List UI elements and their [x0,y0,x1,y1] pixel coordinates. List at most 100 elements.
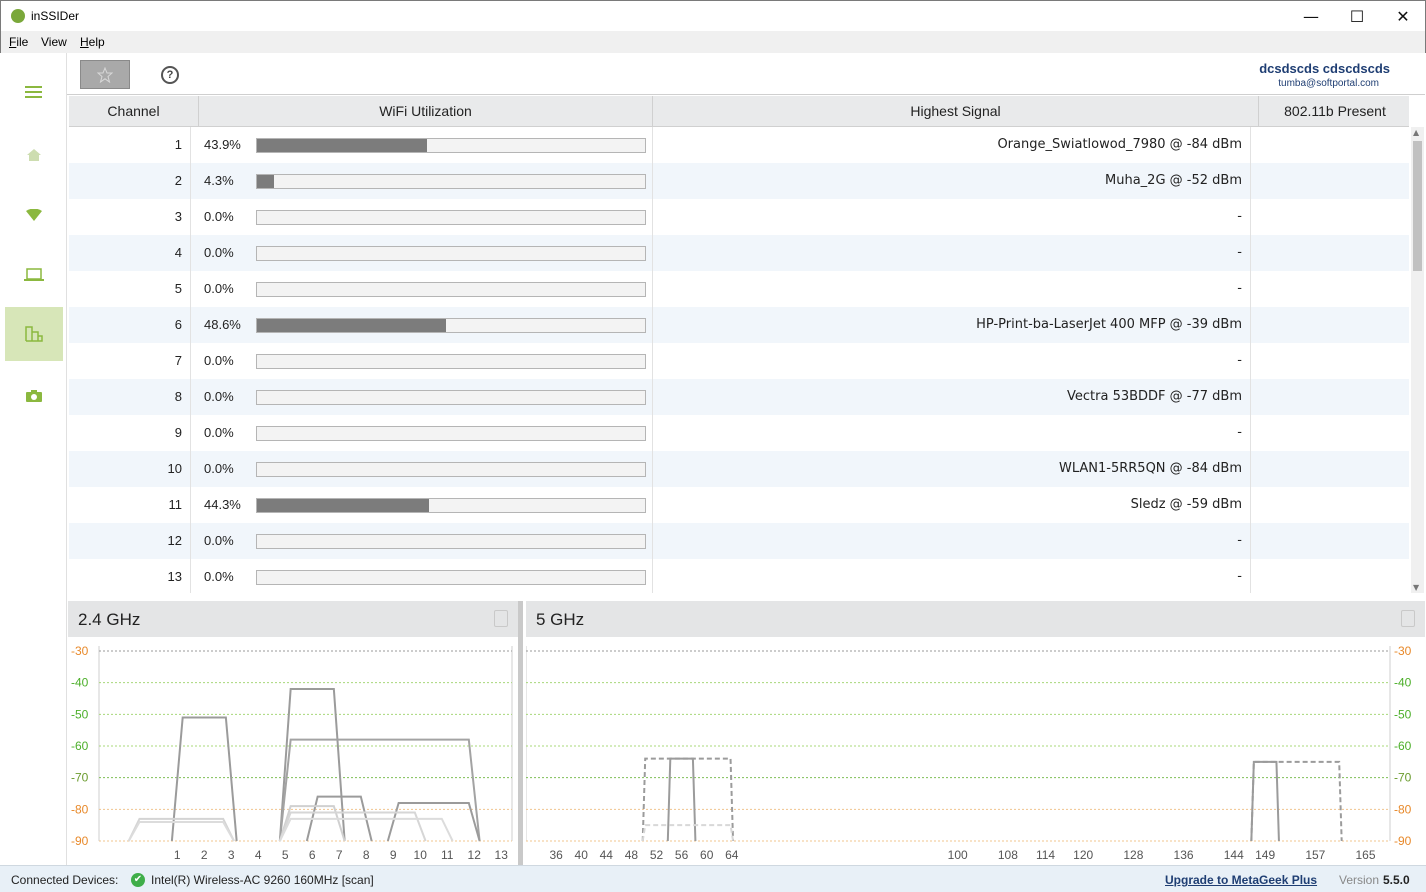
scroll-down-icon[interactable]: ▼ [1413,583,1420,592]
menu-help[interactable]: Help [80,35,105,49]
80211b-cell [1259,451,1409,487]
user-name[interactable]: dcsdscds cdscdscds [1259,61,1390,76]
80211b-cell [1259,127,1409,163]
connected-device[interactable]: Intel(R) Wireless-AC 9260 160MHz [scan] [151,873,374,887]
column-header-80211b[interactable]: 802.11b Present [1284,103,1386,119]
channel-cell: 10 [69,451,191,487]
x-tick-label: 9 [390,848,397,862]
column-divider [652,451,653,487]
channel-cell: 2 [69,163,191,199]
y-tick-label: -50 [71,707,89,721]
network-signal-line [170,716,238,842]
utilization-percent: 0.0% [204,245,234,260]
network-signal-line [641,824,735,842]
utilization-bar [256,426,646,441]
help-icon[interactable]: ? [161,66,179,84]
utilization-percent: 4.3% [204,173,234,188]
utilization-bar [256,534,646,549]
panel-2-4ghz: 2.4 GHz -30 -40 -50 -60 -70 -80 -90 1 2 3 4 5 6 7 8 9 10… [68,601,518,865]
table-row[interactable]: 6 48.6% HP-Print-ba-LaserJet 400 MFP @ -39… [69,307,1409,343]
column-header-utilization[interactable]: WiFi Utilization [199,96,653,127]
inssider-logo-icon [11,9,25,23]
x-tick-label: 56 [675,848,689,862]
column-divider [652,379,653,415]
copy-icon[interactable] [1401,610,1415,627]
x-tick-label: 7 [336,848,343,862]
table-row[interactable]: 3 0.0% - [69,199,1409,235]
table-row[interactable]: 1 43.9% Orange_Swiatlowod_7980 @ -84 dBm [69,127,1409,163]
utilization-bar-fill [257,139,427,152]
camera-icon [26,390,42,402]
y-tick-label: -30 [71,644,89,658]
sidebar-item-capture[interactable] [5,369,63,423]
highest-signal-cell: Orange_Swiatlowod_7980 @ -84 dBm [653,127,1251,163]
utilization-bar [256,570,646,585]
panel-5ghz: 5 GHz -30 -40 -50 -60 -70 -80 -90 36 40 44 48 52 56 6… [526,601,1425,865]
highest-signal-cell: - [653,199,1251,235]
x-tick-label: 10 [414,848,428,862]
table-row[interactable]: 13 0.0% - [69,559,1409,593]
minimize-button[interactable]: — [1303,6,1319,26]
column-divider [652,271,653,307]
y-tick-label: -80 [1394,802,1412,816]
sidebar-item-home[interactable] [5,128,63,182]
sidebar-item-devices[interactable] [5,248,63,302]
column-header-highest-signal[interactable]: Highest Signal [653,96,1259,127]
channel-cell: 4 [69,235,191,271]
channel-table: Channel WiFi Utilization Highest Signal … [69,96,1409,593]
x-tick-label: 6 [309,848,316,862]
scrollbar-thumb[interactable] [1413,141,1422,271]
close-button[interactable]: ✕ [1396,6,1410,26]
sidebar-item-channels[interactable] [5,307,63,361]
table-row[interactable]: 10 0.0% WLAN1-5RR5QN @ -84 dBm [69,451,1409,487]
channel-cell: 1 [69,127,191,163]
table-row[interactable]: 9 0.0% - [69,415,1409,451]
table-row[interactable]: 2 4.3% Muha_2G @ -52 dBm [69,163,1409,199]
highest-signal-cell: - [653,235,1251,271]
x-tick-label: 60 [700,848,714,862]
table-row[interactable]: 11 44.3% Sledz @ -59 dBm [69,487,1409,523]
channel-cell: 8 [69,379,191,415]
copy-icon[interactable] [494,610,508,627]
panel-splitter[interactable] [518,601,523,865]
table-row[interactable]: 5 0.0% - [69,271,1409,307]
network-signal-line [278,811,427,842]
column-divider [652,487,653,523]
y-tick-label: -50 [1394,707,1412,721]
table-row[interactable]: 8 0.0% Vectra 53BDDF @ -77 dBm [69,379,1409,415]
menu-view[interactable]: View [41,35,67,49]
utilization-percent: 0.0% [204,569,234,584]
x-tick-label: 144 [1224,848,1244,862]
sidebar-item-networks[interactable] [5,188,63,242]
utilization-percent: 0.0% [204,425,234,440]
table-row[interactable]: 7 0.0% - [69,343,1409,379]
table-row[interactable]: 12 0.0% - [69,523,1409,559]
menu-file[interactable]: File [9,35,29,49]
channel-cell: 7 [69,343,191,379]
80211b-cell [1259,307,1409,343]
channel-cell: 5 [69,271,191,307]
column-divider [652,559,653,593]
scroll-up-icon[interactable]: ▲ [1413,128,1420,137]
highest-signal-cell: Muha_2G @ -52 dBm [653,163,1251,199]
table-row[interactable]: 4 0.0% - [69,235,1409,271]
y-tick-label: -60 [1394,739,1412,753]
table-scrollbar[interactable]: ▲ ▼ [1411,127,1424,593]
maximize-button[interactable]: ☐ [1349,6,1365,26]
x-tick-label: 40 [575,848,589,862]
column-header-channel[interactable]: Channel [69,96,199,127]
version-value: 5.5.0 [1383,873,1410,887]
x-tick-label: 5 [282,848,289,862]
80211b-cell [1259,343,1409,379]
upgrade-link[interactable]: Upgrade to MetaGeek Plus [1165,873,1318,887]
sidebar-item-menu[interactable] [5,65,63,119]
utilization-bar-fill [257,175,274,188]
channel-cell: 12 [69,523,191,559]
connected-devices-label: Connected Devices: [11,873,119,887]
utilization-percent: 43.9% [204,137,241,152]
favorite-button[interactable] [80,60,130,89]
x-tick-label: 11 [441,848,454,862]
status-bar: Connected Devices: ✔ Intel(R) Wireless-A… [0,865,1426,892]
utilization-bar [256,282,646,297]
network-signal-line [127,821,235,842]
